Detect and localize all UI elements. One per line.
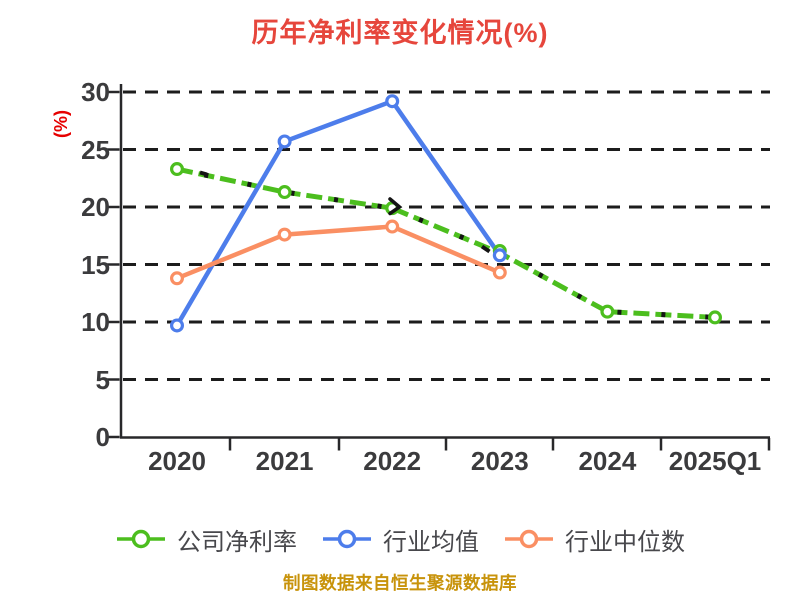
series-line-0 (176, 166, 716, 320)
dash-artifact-2022 (388, 197, 403, 216)
y-tick-label-10: 10 (81, 307, 110, 337)
legend-marker-orange (505, 529, 553, 549)
y-tick-label-15: 15 (81, 249, 110, 280)
data-point-marker (707, 310, 722, 325)
y-tick-label-30: 30 (81, 77, 110, 107)
legend-label-industry-median: 行业中位数 (565, 528, 685, 556)
legend-marker-blue (323, 529, 371, 549)
legend-item-industry-mean: 行业均值 (321, 522, 479, 557)
y-tick-label-5: 5 (95, 364, 110, 395)
series-line-1 (175, 98, 502, 327)
legend-label-industry-mean: 行业均值 (383, 528, 479, 556)
y-tick-label-25: 25 (81, 134, 110, 165)
chart-title: 历年净利率变化情况(%) (251, 18, 549, 48)
legend-label-company-net-margin: 公司净利率 (177, 528, 297, 556)
x-tick-label-2023: 2023 (470, 446, 529, 476)
x-tick-label-2022: 2022 (363, 446, 422, 476)
data-point-marker (277, 227, 292, 242)
x-tick-label-2021: 2021 (255, 446, 314, 476)
legend-item-company-net-margin: 公司净利率 (115, 522, 297, 557)
dash-artifact-2023 (480, 244, 491, 254)
data-point-marker (170, 318, 185, 333)
x-tick-label-2020: 2020 (148, 446, 206, 476)
x-tick-label-2025Q1: 2025Q1 (668, 446, 762, 476)
data-point-marker (170, 271, 185, 286)
chart-legend: 公司净利率 行业均值 行业中位数 (0, 521, 800, 557)
x-tick-label-2024: 2024 (578, 446, 637, 476)
data-point-marker (385, 94, 400, 109)
dash-artifact-2020 (199, 170, 208, 177)
y-tick-label-20: 20 (81, 192, 110, 222)
data-point-marker (277, 185, 292, 200)
legend-item-industry-median: 行业中位数 (503, 522, 685, 557)
legend-marker-green (117, 529, 165, 549)
data-point-marker (170, 162, 185, 177)
data-point-marker (492, 265, 507, 280)
data-source-note: 制图数据来自恒生聚源数据库 (283, 573, 517, 593)
data-point-marker (385, 219, 400, 234)
series-line-2 (176, 224, 501, 281)
data-point-marker (277, 134, 292, 149)
data-point-marker (492, 248, 507, 263)
data-point-marker (600, 304, 615, 319)
y-tick-label-0: 0 (95, 422, 110, 452)
